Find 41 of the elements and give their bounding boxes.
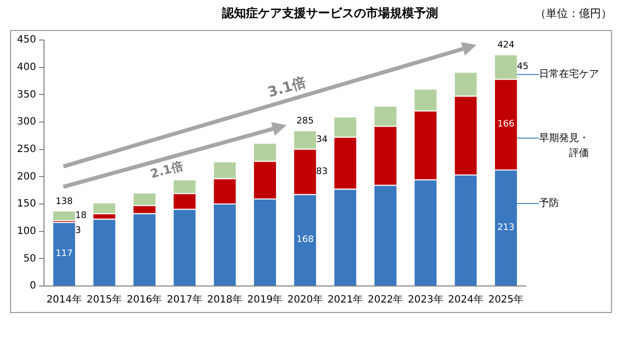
data-label: 213 (497, 222, 515, 233)
x-tick-label: 2017年 (166, 294, 202, 306)
text: 予防 (538, 197, 559, 210)
x-tick-label: 2016年 (126, 294, 162, 306)
data-label: 18 (75, 210, 87, 221)
y-tick-label: 300 (16, 116, 36, 128)
x-tick-label: 2021年 (328, 294, 364, 306)
x-tick-label: 2015年 (86, 294, 122, 306)
y-tick-label: 200 (16, 171, 36, 182)
y-tick-label: 250 (16, 144, 36, 155)
x-tick-label: 2023年 (408, 294, 444, 306)
data-label: 166 (497, 120, 515, 130)
y-tick-label: 350 (16, 89, 36, 100)
text: （単位：億円） (535, 6, 612, 20)
text: 早期発見・評価 (538, 132, 589, 159)
x-tick-label: 2022年 (368, 294, 404, 306)
data-label: 168 (296, 235, 314, 246)
y-tick-label: 150 (16, 198, 36, 210)
x-tick-label: 2024年 (448, 294, 484, 306)
data-label: 34 (316, 134, 328, 145)
y-tick-label: 0 (30, 280, 36, 292)
data-label: 83 (316, 166, 328, 177)
chart-title: 認知症ケア支援サービスの市場規模予測 (221, 6, 438, 20)
x-tick-label: 2018年 (207, 294, 243, 306)
annotation: 2.1倍 (148, 158, 185, 181)
total-label: 285 (296, 116, 314, 127)
y-tick-label: 50 (23, 253, 36, 264)
total-label: 138 (56, 196, 74, 207)
total-label: 424 (497, 40, 515, 51)
data-label: 45 (516, 62, 528, 72)
y-tick-label: 450 (16, 34, 36, 46)
x-tick-label: 2020年 (287, 294, 323, 306)
x-tick-label: 2014年 (46, 294, 82, 306)
text: 日常在宅ケア (538, 68, 599, 80)
data-label: 117 (56, 249, 73, 260)
y-tick-label: 400 (16, 62, 36, 73)
data-label: 3 (75, 226, 81, 236)
y-tick-label: 100 (16, 226, 36, 237)
x-tick-label: 2025年 (488, 294, 524, 306)
annotation: 3.1倍 (266, 74, 308, 101)
x-tick-label: 2019年 (247, 294, 283, 306)
